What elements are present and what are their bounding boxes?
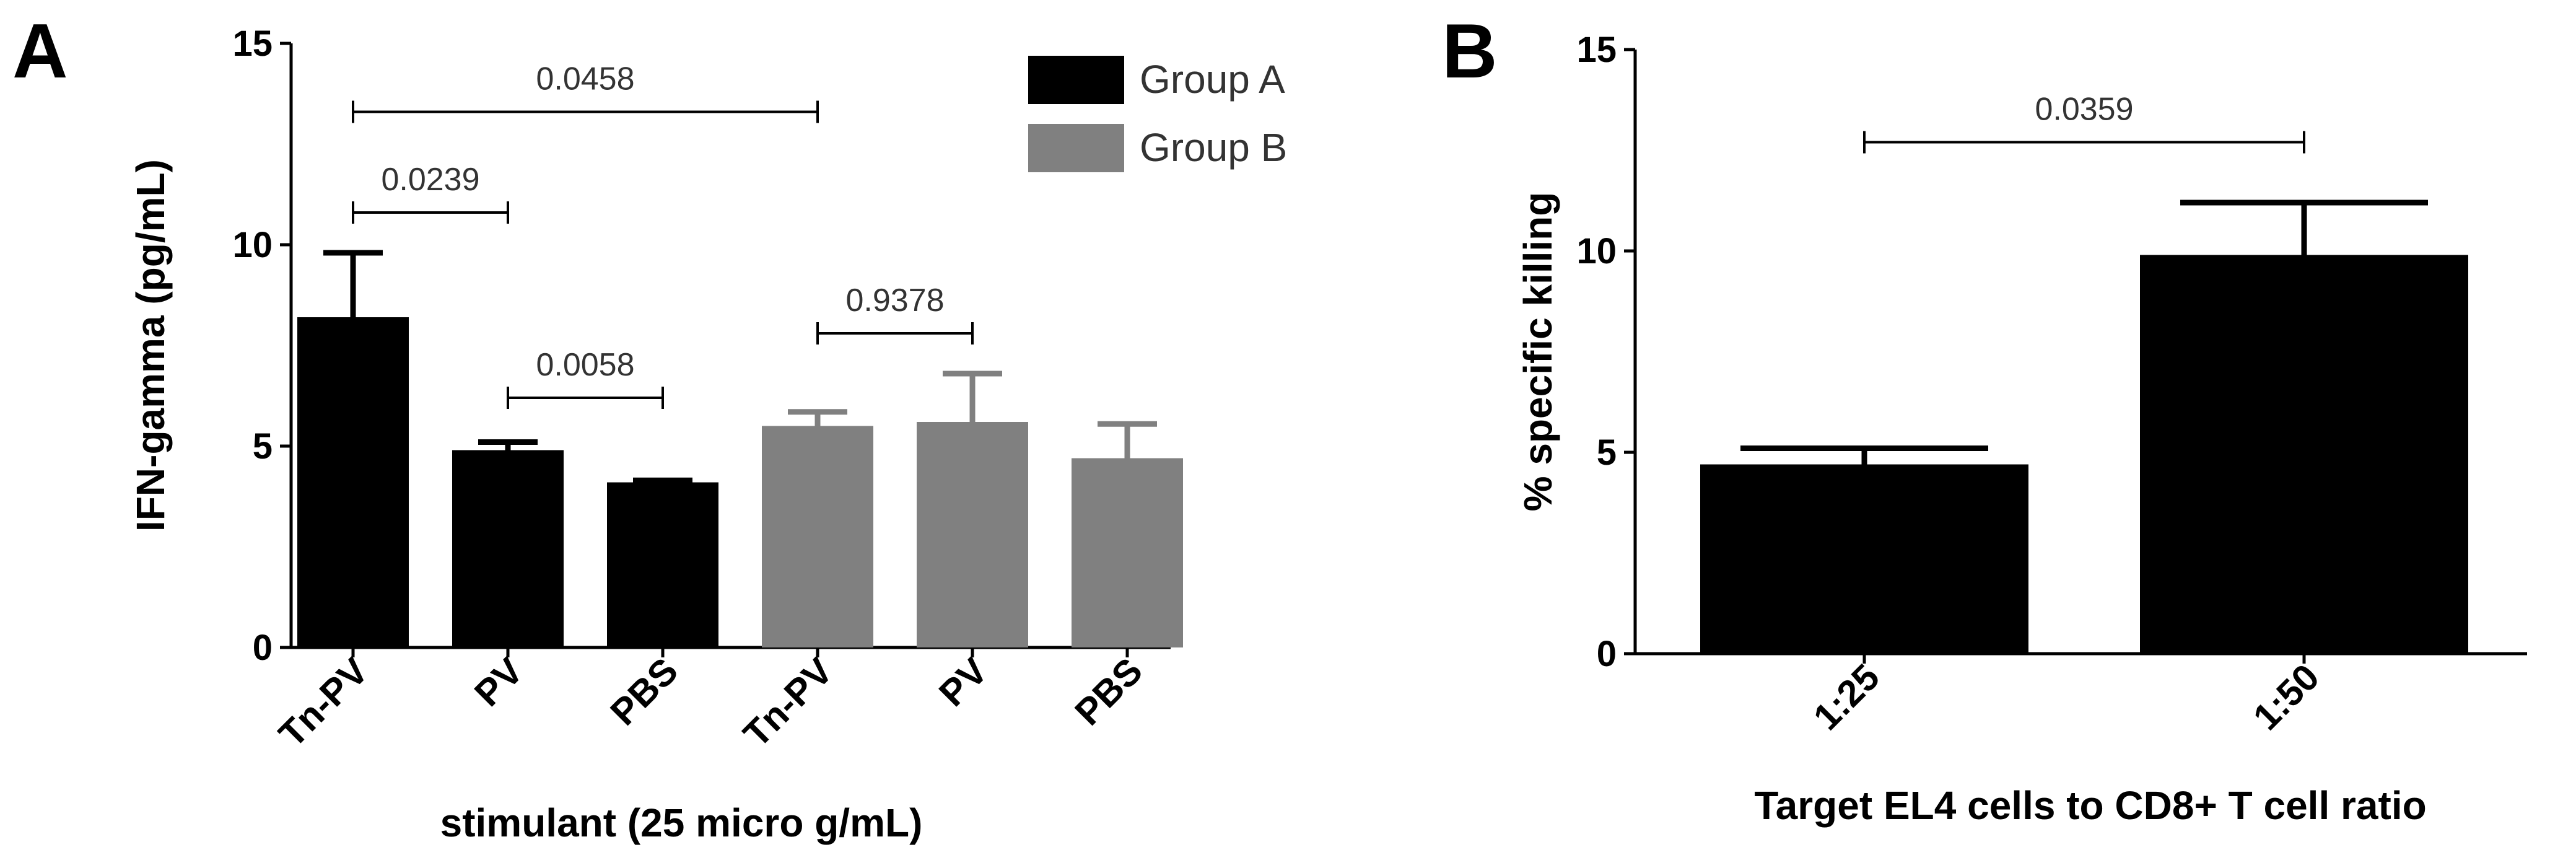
panel-a-category-label: PV [466, 650, 531, 714]
panel-a-category-label: PV [931, 650, 995, 714]
panel-b-chart: B 0 5 10 15 1:25 1:50 0.0359 % specific killing… [1442, 9, 2527, 828]
panel-b-bar [1700, 464, 2028, 654]
panel-a-category-label: Tn-PV [271, 650, 376, 755]
panel-b-category-label: 1:25 [1805, 656, 1887, 738]
panel-a-p-value: 0.0458 [536, 61, 634, 97]
panel-a-category-label: PBS [1067, 650, 1151, 734]
panel-a-category-label: Tn-PV [735, 650, 840, 755]
panel-b-bar [2140, 255, 2468, 654]
panel-b-y-tick-label: 10 [1576, 231, 1617, 271]
panel-a-bar [917, 422, 1028, 647]
panel-a-legend-swatch [1028, 56, 1124, 104]
panel-b-p-value: 0.0359 [2035, 92, 2133, 128]
panel-a-bar [1072, 458, 1183, 647]
panel-a-category-label: PBS [603, 650, 686, 734]
panel-a-y-tick-label: 15 [232, 24, 273, 64]
panel-a-bar [762, 426, 873, 647]
panel-a-label: A [12, 9, 68, 94]
panel-a-legend-label: Group B [1140, 125, 1287, 170]
panel-a-bar [607, 482, 718, 647]
panel-a-y-tick-label: 5 [253, 426, 273, 467]
panel-a-y-tick-label: 0 [253, 628, 273, 668]
panel-a-x-axis-title: stimulant (25 micro g/mL) [440, 801, 923, 845]
panel-b-y-axis-title: % specific killing [1516, 192, 1560, 512]
panel-b-x-axis-title: Target EL4 cells to CD8+ T cell ratio [1754, 783, 2426, 828]
panel-b-category-label: 1:50 [2245, 656, 2327, 738]
panel-a-p-value: 0.9378 [845, 283, 944, 318]
panel-a-y-tick-label: 10 [232, 225, 273, 265]
panel-a-p-value: 0.0239 [381, 162, 479, 198]
panel-a-bar [452, 450, 564, 647]
panel-b-y-tick-label: 15 [1576, 30, 1617, 70]
panel-a-bar [297, 317, 409, 647]
panel-b-y-tick-label: 0 [1597, 634, 1617, 674]
panel-b-label: B [1442, 9, 1498, 94]
panel-a-y-axis-title: IFN-gamma (pg/mL) [128, 159, 173, 532]
panel-a-legend-label: Group A [1140, 57, 1285, 102]
panel-b-y-tick-label: 5 [1597, 432, 1617, 473]
panel-a-p-value: 0.0058 [536, 347, 634, 383]
panel-a-chart: A 0 5 10 15 Tn-PV PV PBS Tn-PV PV PBS 0.0458 0.0239… [12, 9, 1287, 845]
panel-a-legend-swatch [1028, 124, 1124, 172]
